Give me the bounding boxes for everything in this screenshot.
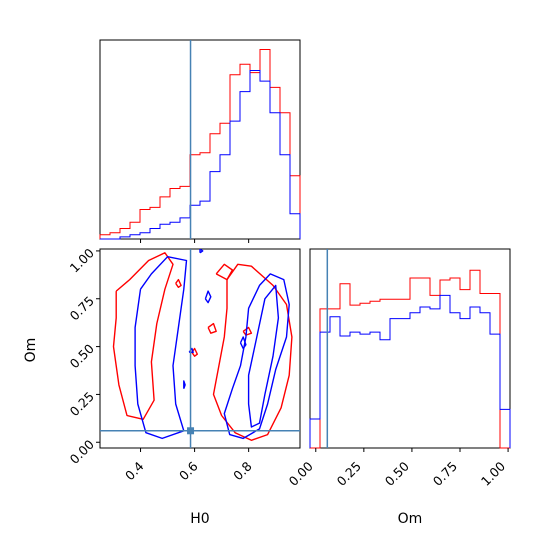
contour-y-ticks: 0.00 0.25 0.50 0.75 1.00: [67, 245, 100, 467]
hist-h0-ticks: [140, 239, 250, 243]
contour-blue: [183, 380, 186, 389]
hist-om-x-ticks: 0.00 0.25 0.50 0.75 1.00: [286, 448, 509, 489]
contour-x-ticks: 0.4 0.6 0.8: [122, 448, 255, 483]
contour-lines: [112, 249, 293, 441]
hist-h0-blue: [100, 70, 301, 240]
contour-red: [215, 263, 234, 281]
contour-blue: [204, 290, 212, 304]
contour-x-tick-label: 0.4: [122, 458, 147, 483]
contour-red: [112, 252, 174, 420]
hist-om-tick-label: 0.50: [382, 458, 412, 488]
contour-blue: [239, 336, 247, 350]
hist-om-tick-label: 0.75: [430, 459, 460, 489]
contour-y-tick-label: 0.25: [67, 389, 97, 419]
contour-panel: 0.4 0.6 0.8 0.00 0.25 0.50 0.75 1.00: [67, 245, 301, 483]
contour-y-tick-label: 0.50: [67, 341, 97, 371]
contour-red: [191, 347, 199, 357]
truth-marker: [187, 427, 195, 435]
hist-om-tick-label: 0.00: [286, 458, 316, 488]
contour-blue: [134, 256, 188, 440]
y-axis-title-om: Om: [23, 338, 39, 363]
hist-om-panel: 0.00 0.25 0.50 0.75 1.00: [286, 248, 511, 489]
contour-frame: [99, 248, 301, 449]
hist-h0-bars: [99, 49, 301, 240]
hist-h0-red: [99, 49, 301, 239]
x-axis-title-om: Om: [398, 511, 423, 527]
contour-blue: [199, 249, 204, 254]
contour-red: [175, 278, 182, 288]
contour-blue: [223, 273, 290, 440]
contour-y-tick-label: 1.00: [67, 245, 97, 275]
hist-om-blue: [309, 294, 511, 448]
contour-red: [207, 322, 217, 334]
contour-x-tick-label: 0.8: [230, 458, 255, 483]
contour-y-tick-label: 0.00: [67, 437, 97, 467]
x-axis-title-h0: H0: [190, 511, 209, 527]
hist-om-bars: [309, 269, 511, 449]
hist-h0-panel: [99, 39, 301, 243]
hist-om-tick-label: 0.25: [334, 459, 364, 489]
contour-y-tick-label: 0.75: [67, 293, 97, 323]
hist-om-red: [310, 269, 510, 449]
hist-om-tick-label: 1.00: [478, 458, 508, 488]
hist-h0-frame: [99, 39, 301, 240]
contour-x-tick-label: 0.6: [176, 458, 201, 483]
contour-blue: [247, 284, 280, 428]
